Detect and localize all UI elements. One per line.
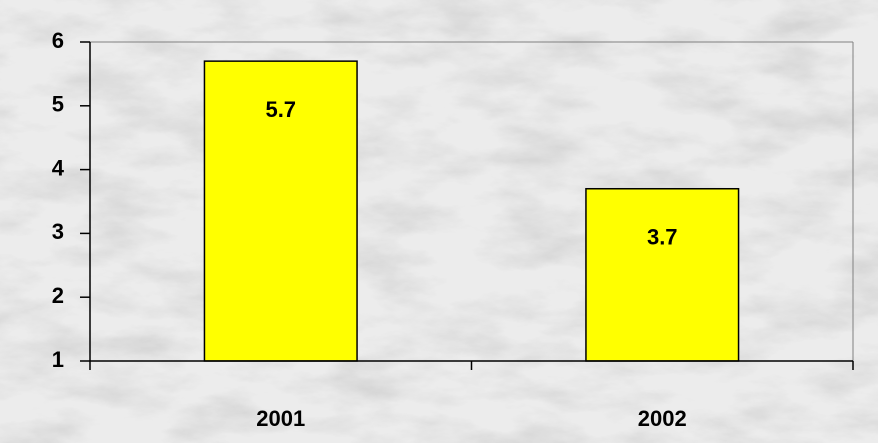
y-tick-label: 4 xyxy=(52,155,65,180)
y-tick-label: 3 xyxy=(52,219,64,244)
x-tick-label: 2002 xyxy=(638,406,687,431)
data-label: 5.7 xyxy=(265,97,296,122)
bar xyxy=(203,60,358,362)
y-tick-label: 2 xyxy=(52,283,64,308)
bar xyxy=(585,187,740,362)
y-tick-label: 5 xyxy=(52,92,64,117)
data-label: 3.7 xyxy=(647,225,678,250)
y-tick-label: 6 xyxy=(52,28,64,53)
x-tick-label: 2001 xyxy=(256,406,305,431)
plot-area: 5.7 3.7 xyxy=(203,60,740,362)
y-tick-label: 1 xyxy=(52,347,64,372)
